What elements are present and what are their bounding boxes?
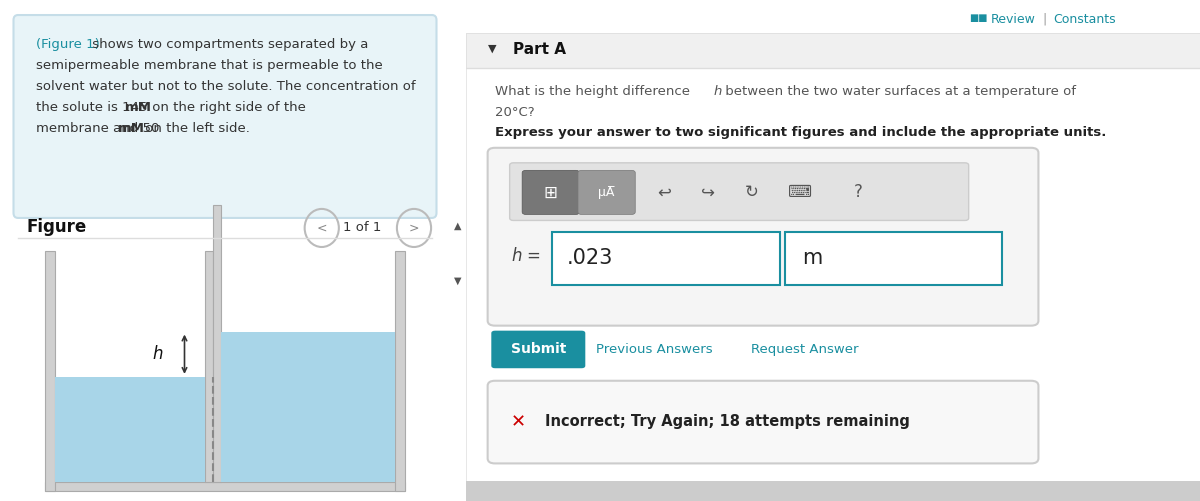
Bar xyxy=(205,250,212,482)
FancyBboxPatch shape xyxy=(578,170,635,214)
Text: Review: Review xyxy=(991,13,1036,26)
FancyBboxPatch shape xyxy=(13,15,437,218)
Text: $h$: $h$ xyxy=(151,345,163,363)
Bar xyxy=(221,332,395,482)
Text: ▼: ▼ xyxy=(454,276,462,286)
Text: ▲: ▲ xyxy=(454,220,462,230)
Text: between the two water surfaces at a temperature of: between the two water surfaces at a temp… xyxy=(721,85,1076,98)
FancyBboxPatch shape xyxy=(487,148,1038,326)
Text: m: m xyxy=(802,248,822,268)
Text: Submit: Submit xyxy=(511,342,566,356)
Text: shows two compartments separated by a: shows two compartments separated by a xyxy=(88,38,368,51)
Text: ↪: ↪ xyxy=(701,183,715,201)
Bar xyxy=(46,250,55,491)
Text: $h$ =: $h$ = xyxy=(511,246,541,265)
Text: <: < xyxy=(317,221,326,234)
Text: |: | xyxy=(1042,13,1046,26)
Text: solvent water but not to the solute. The concentration of: solvent water but not to the solute. The… xyxy=(36,80,415,93)
Text: Figure: Figure xyxy=(28,218,88,236)
FancyBboxPatch shape xyxy=(522,170,580,214)
Text: on the left side.: on the left side. xyxy=(140,122,250,135)
Text: semipermeable membrane that is permeable to the: semipermeable membrane that is permeable… xyxy=(36,59,383,72)
Bar xyxy=(212,205,221,482)
Text: ✕: ✕ xyxy=(511,413,526,431)
Text: Part A: Part A xyxy=(514,42,566,57)
Text: μA̅: μA̅ xyxy=(599,186,614,199)
Text: ⊞: ⊞ xyxy=(544,183,558,201)
FancyBboxPatch shape xyxy=(487,381,1038,463)
Text: mM: mM xyxy=(118,122,144,135)
Text: on the right side of the: on the right side of the xyxy=(149,101,306,114)
Text: Incorrect; Try Again; 18 attempts remaining: Incorrect; Try Again; 18 attempts remain… xyxy=(545,414,910,429)
Text: ⌨: ⌨ xyxy=(787,183,811,201)
Text: ▼: ▼ xyxy=(487,44,496,54)
Text: ↻: ↻ xyxy=(745,183,758,201)
Text: (Figure 1): (Figure 1) xyxy=(36,38,100,51)
Bar xyxy=(46,482,406,491)
Text: h: h xyxy=(714,85,722,98)
Text: ■■: ■■ xyxy=(968,13,988,23)
Text: Previous Answers: Previous Answers xyxy=(596,343,713,356)
Text: 1 of 1: 1 of 1 xyxy=(343,221,382,234)
Bar xyxy=(466,481,1200,501)
Text: What is the height difference: What is the height difference xyxy=(494,85,695,98)
Text: membrane and 50: membrane and 50 xyxy=(36,122,163,135)
Bar xyxy=(466,33,1200,68)
Text: 20°C?: 20°C? xyxy=(494,106,535,119)
Text: ↩: ↩ xyxy=(656,183,671,201)
Bar xyxy=(395,250,406,491)
Text: >: > xyxy=(409,221,419,234)
Bar xyxy=(552,232,780,285)
Text: Request Answer: Request Answer xyxy=(750,343,858,356)
Text: Constants: Constants xyxy=(1054,13,1116,26)
Text: .023: .023 xyxy=(566,248,613,268)
Text: Express your answer to two significant figures and include the appropriate units: Express your answer to two significant f… xyxy=(494,126,1106,139)
Text: ?: ? xyxy=(854,183,863,201)
Text: the solute is 145: the solute is 145 xyxy=(36,101,151,114)
Text: mM: mM xyxy=(125,101,152,114)
Bar xyxy=(55,377,205,482)
Bar xyxy=(785,232,1002,285)
FancyBboxPatch shape xyxy=(510,163,968,220)
FancyBboxPatch shape xyxy=(491,331,586,368)
